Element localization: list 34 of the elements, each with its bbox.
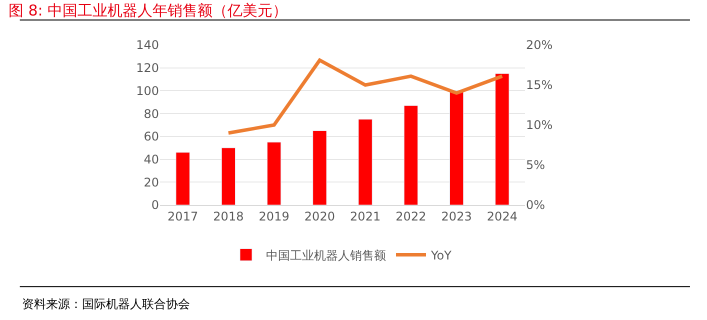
y-tick-label: 20: [144, 175, 159, 190]
y2-tick-label: 20%: [526, 38, 553, 52]
x-tick-label: 2022: [396, 209, 426, 224]
bar: [221, 148, 236, 205]
y-tick-label: 60: [144, 130, 159, 144]
bar: [449, 92, 464, 205]
bar: [266, 142, 282, 205]
x-tick-label: 2019: [258, 209, 290, 224]
line-series: [226, 58, 504, 135]
bar: [404, 105, 418, 205]
y-tick-label: 120: [136, 61, 159, 76]
y2-tick-label: 0%: [526, 198, 546, 212]
y-tick-label: 80: [144, 106, 159, 121]
bar: [495, 73, 510, 205]
x-tick-label: 2017: [168, 209, 198, 224]
x-tick-label: 2024: [486, 209, 518, 224]
chart-title: 图 8: 中国工业机器人年销售额（亿美元）: [8, 1, 288, 20]
y-tick-label: 0: [151, 198, 159, 212]
text: 资料来源：国际机器人联合协会: [22, 297, 190, 311]
legend-label: YoY: [430, 248, 452, 262]
y2-tick-label: 5%: [526, 158, 546, 172]
y2-tick-label: 15%: [526, 78, 553, 92]
x-tick-label: 2018: [213, 209, 244, 224]
x-tick-label: 2020: [304, 209, 335, 224]
legend-label: 中国工业机器人销售额: [266, 248, 386, 262]
x-tick-label: 2023: [441, 209, 472, 224]
bar: [312, 130, 327, 205]
y2-tick-label: 10%: [526, 118, 553, 132]
y-tick-label: 40: [144, 152, 159, 166]
bar: [176, 152, 190, 205]
x-tick-label: 2021: [350, 209, 381, 224]
y-tick-label: 140: [136, 38, 159, 52]
bar: [358, 119, 372, 205]
y-tick-label: 100: [136, 84, 159, 98]
